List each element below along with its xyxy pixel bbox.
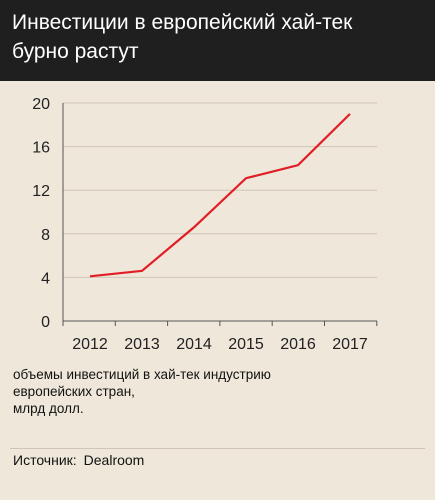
- chart-title: Инвестиции в европейский хай-тек бурно р…: [12, 11, 353, 63]
- chart-note: объемы инвестиций в хай-тек индустрию ев…: [13, 367, 271, 416]
- y-tick-label: 12: [32, 183, 50, 200]
- x-tick-labels: 2012 2013 2014 2015 2016 2017: [72, 336, 368, 353]
- x-tick-label: 2012: [72, 336, 108, 353]
- axes: [62, 103, 378, 326]
- source-label: Источник:: [13, 452, 77, 468]
- source-value: Dealroom: [83, 452, 145, 468]
- divider: [10, 448, 425, 449]
- y-tick-label: 16: [32, 140, 50, 157]
- line-chart: 0 4 8 12 16 20 2012 2013 2014 2015 2016 2017: [32, 96, 378, 353]
- series-line: [89, 113, 351, 278]
- x-tick-label: 2015: [228, 336, 264, 353]
- grid-lines: [63, 102, 377, 278]
- x-tick-label: 2014: [176, 336, 212, 353]
- chart-area: 0 4 8 12 16 20 2012 2013 2014 2015 2016 2017: [0, 81, 435, 361]
- y-tick-label: 20: [32, 96, 50, 113]
- x-tick-label: 2016: [280, 336, 316, 353]
- header-banner: Инвестиции в европейский хай-тек бурно р…: [0, 0, 435, 81]
- y-tick-labels: 0 4 8 12 16 20: [32, 96, 50, 331]
- series-layer: [89, 113, 351, 278]
- y-tick-label: 8: [41, 227, 50, 244]
- source-line: Источник: Dealroom: [13, 452, 144, 468]
- y-tick-label: 0: [41, 314, 50, 331]
- x-tick-label: 2017: [332, 336, 368, 353]
- x-tick-label: 2013: [124, 336, 160, 353]
- y-tick-label: 4: [41, 270, 50, 287]
